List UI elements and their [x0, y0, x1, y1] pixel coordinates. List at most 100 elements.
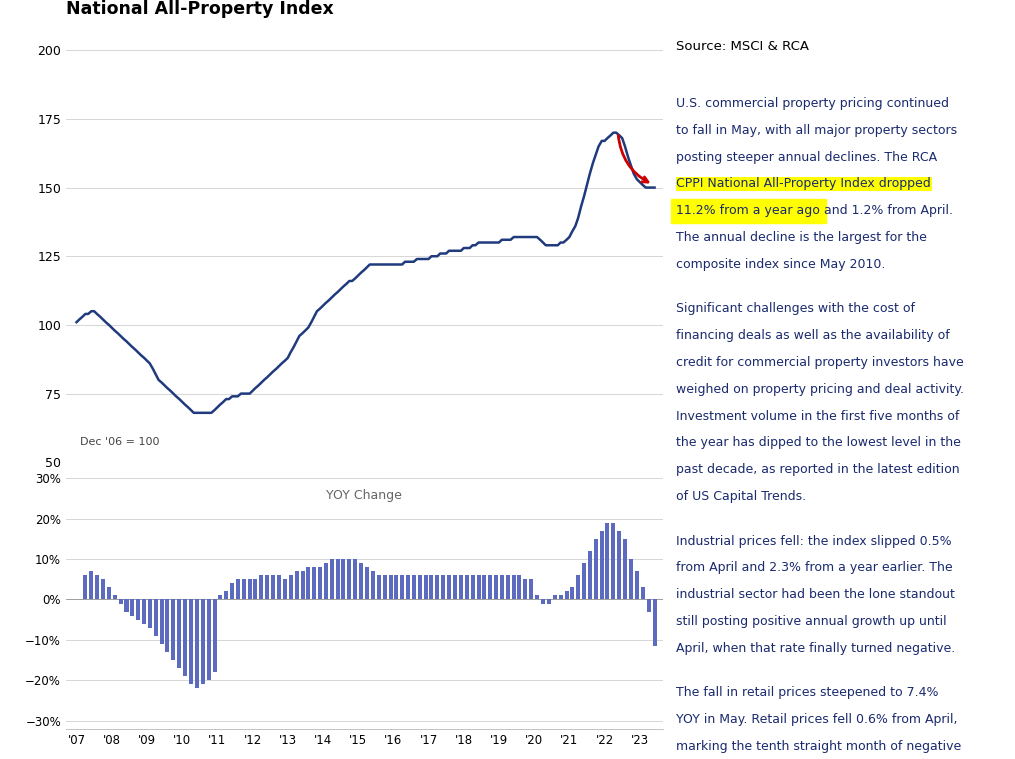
Bar: [271, 575, 275, 600]
Text: marking the tenth straight month of negative: marking the tenth straight month of nega…: [676, 740, 961, 753]
Bar: [300, 572, 304, 600]
Bar: [130, 600, 134, 616]
Bar: [136, 600, 140, 619]
Bar: [195, 600, 199, 688]
Bar: [100, 579, 105, 600]
Bar: [277, 575, 281, 600]
Bar: [494, 575, 498, 600]
Bar: [640, 587, 645, 600]
Bar: [499, 575, 503, 600]
Bar: [482, 575, 486, 600]
Bar: [230, 584, 234, 600]
Bar: [577, 575, 581, 600]
Bar: [370, 572, 375, 600]
Bar: [172, 600, 176, 660]
Text: The fall in retail prices steepened to 7.4%: The fall in retail prices steepened to 7…: [676, 686, 939, 699]
Bar: [447, 575, 451, 600]
Text: YOY Change: YOY Change: [327, 489, 402, 502]
Bar: [83, 575, 87, 600]
Text: Source: MSCI & RCA: Source: MSCI & RCA: [676, 40, 809, 53]
Bar: [183, 600, 187, 676]
Bar: [488, 575, 492, 600]
Bar: [235, 579, 240, 600]
Text: National All-Property Index: National All-Property Index: [66, 1, 334, 18]
Bar: [212, 600, 216, 672]
Bar: [600, 531, 604, 600]
Bar: [512, 575, 516, 600]
Bar: [423, 575, 427, 600]
Bar: [570, 587, 574, 600]
Bar: [107, 587, 111, 600]
Bar: [435, 575, 439, 600]
Bar: [159, 600, 163, 644]
Text: Industrial prices fell: the index slipped 0.5%: Industrial prices fell: the index slippe…: [676, 534, 952, 547]
Bar: [629, 559, 633, 600]
Bar: [588, 551, 592, 600]
Bar: [647, 600, 651, 612]
Bar: [218, 596, 222, 600]
Bar: [406, 575, 410, 600]
Text: April, when that rate finally turned negative.: April, when that rate finally turned neg…: [676, 642, 955, 655]
Bar: [201, 600, 205, 685]
Bar: [347, 559, 351, 600]
Text: U.S. commercial property pricing continued: U.S. commercial property pricing continu…: [676, 97, 949, 110]
Bar: [547, 600, 551, 603]
Text: composite index since May 2010.: composite index since May 2010.: [676, 258, 885, 271]
Text: financing deals as well as the availability of: financing deals as well as the availabil…: [676, 329, 950, 342]
Bar: [530, 579, 533, 600]
Bar: [224, 591, 228, 600]
Bar: [324, 563, 328, 600]
Bar: [119, 600, 123, 603]
Bar: [148, 600, 152, 628]
Bar: [189, 600, 193, 685]
Bar: [524, 579, 528, 600]
Bar: [453, 575, 457, 600]
Text: from April and 2.3% from a year earlier. The: from April and 2.3% from a year earlier.…: [676, 562, 953, 575]
Bar: [307, 567, 311, 600]
Bar: [558, 596, 562, 600]
Bar: [442, 575, 446, 600]
Bar: [341, 559, 345, 600]
Bar: [318, 567, 322, 600]
Text: Significant challenges with the cost of: Significant challenges with the cost of: [676, 302, 916, 315]
Bar: [505, 575, 510, 600]
Text: 11.2% from a year ago: 11.2% from a year ago: [676, 204, 820, 217]
Text: past decade, as reported in the latest edition: past decade, as reported in the latest e…: [676, 463, 960, 476]
Text: of US Capital Trends.: of US Capital Trends.: [676, 490, 806, 503]
Bar: [476, 575, 480, 600]
Bar: [89, 572, 93, 600]
Text: Dec '06 = 100: Dec '06 = 100: [80, 437, 159, 447]
Text: posting steeper annual declines. The RCA: posting steeper annual declines. The RCA: [676, 150, 937, 163]
Text: still posting positive annual growth up until: still posting positive annual growth up …: [676, 615, 947, 628]
Bar: [294, 572, 298, 600]
Bar: [412, 575, 416, 600]
Bar: [359, 563, 363, 600]
Bar: [611, 523, 615, 600]
Bar: [552, 596, 556, 600]
Text: The annual decline is the largest for the: The annual decline is the largest for th…: [676, 231, 927, 244]
Bar: [535, 596, 539, 600]
Bar: [583, 563, 587, 600]
Bar: [313, 567, 317, 600]
Bar: [541, 600, 545, 603]
Bar: [288, 575, 292, 600]
Bar: [635, 572, 639, 600]
Bar: [564, 591, 568, 600]
Bar: [153, 600, 157, 636]
Bar: [429, 575, 433, 600]
Bar: [377, 575, 381, 600]
Bar: [353, 559, 357, 600]
Bar: [459, 575, 463, 600]
Bar: [95, 575, 99, 600]
Text: to fall in May, with all major property sectors: to fall in May, with all major property …: [676, 124, 957, 137]
Bar: [336, 559, 340, 600]
Bar: [142, 600, 146, 624]
Bar: [265, 575, 269, 600]
Text: and 1.2% from April.: and 1.2% from April.: [820, 204, 953, 217]
Bar: [125, 600, 129, 612]
Bar: [605, 523, 609, 600]
Bar: [518, 575, 522, 600]
Bar: [418, 575, 422, 600]
Bar: [254, 579, 258, 600]
Text: Investment volume in the first five months of: Investment volume in the first five mont…: [676, 410, 959, 423]
